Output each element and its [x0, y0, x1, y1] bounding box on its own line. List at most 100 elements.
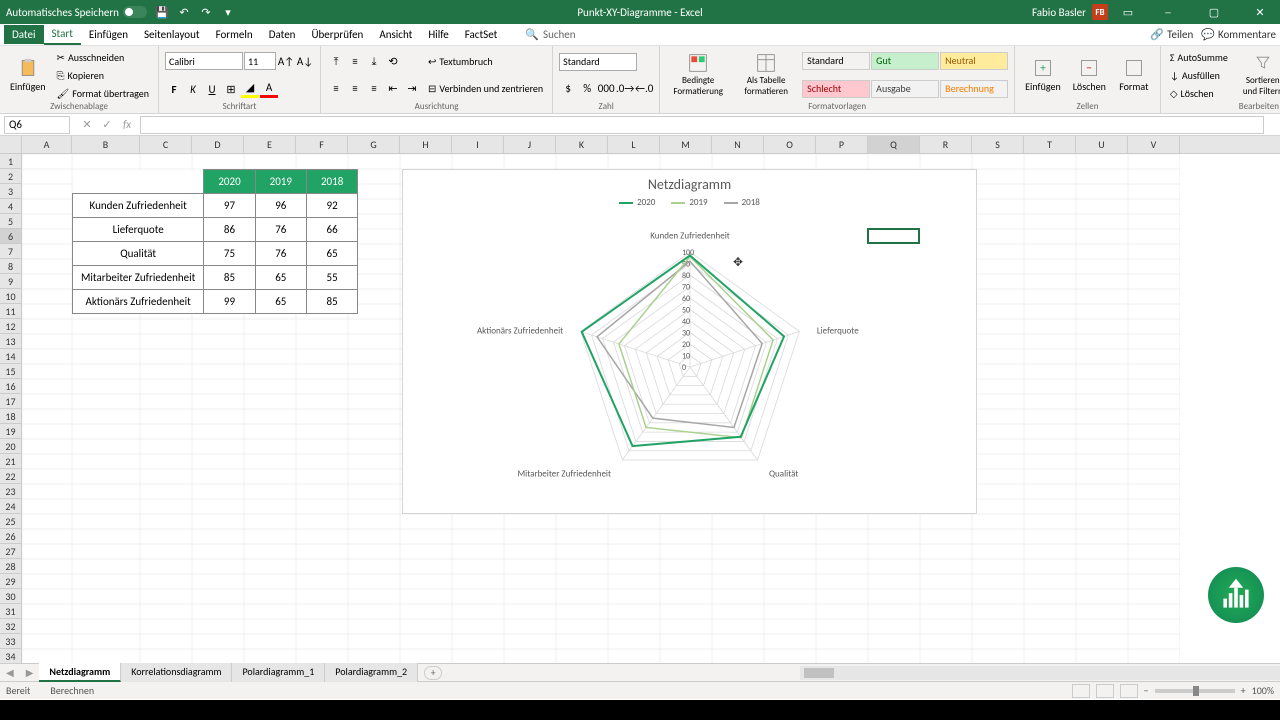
menu-uberprufen[interactable]: Überprüfen	[303, 25, 371, 44]
row-header-2[interactable]: 2	[0, 169, 21, 184]
col-header-Q[interactable]: Q	[868, 136, 920, 153]
row-header-14[interactable]: 14	[0, 349, 21, 364]
italic-button[interactable]: K	[184, 80, 202, 98]
row-header-25[interactable]: 25	[0, 514, 21, 529]
currency-button[interactable]: $	[559, 80, 577, 98]
sheet-tab[interactable]: Polardiagramm_1	[232, 663, 325, 682]
tab-nav-next[interactable]: ▶	[20, 666, 40, 679]
align-left-button[interactable]: ≡	[327, 80, 345, 98]
username[interactable]: Fabio Basler	[1032, 6, 1086, 19]
row-header-3[interactable]: 3	[0, 184, 21, 199]
align-top-button[interactable]: ⤒	[327, 53, 345, 71]
menu-start[interactable]: Start	[44, 24, 81, 45]
col-header-E[interactable]: E	[244, 136, 296, 153]
comma-button[interactable]: 000	[597, 80, 615, 98]
row-header-28[interactable]: 28	[0, 559, 21, 574]
style-gut[interactable]: Gut	[871, 52, 939, 70]
row-header-17[interactable]: 17	[0, 394, 21, 409]
row-header-26[interactable]: 26	[0, 529, 21, 544]
radar-chart[interactable]: Netzdiagramm 202020192018 01020304050607…	[402, 169, 977, 514]
menu-search[interactable]: 🔍 Suchen	[525, 28, 575, 41]
col-header-L[interactable]: L	[608, 136, 660, 153]
col-header-J[interactable]: J	[504, 136, 556, 153]
wrap-text-button[interactable]: ↩Textumbruch	[425, 54, 546, 69]
ribbon-mode-icon[interactable]: ▭	[1114, 5, 1142, 19]
col-header-F[interactable]: F	[296, 136, 348, 153]
zoom-out-button[interactable]: −	[1144, 684, 1149, 697]
menu-file[interactable]: Datei	[4, 25, 44, 44]
row-header-18[interactable]: 18	[0, 409, 21, 424]
row-header-6[interactable]: 6	[0, 229, 21, 244]
col-header-I[interactable]: I	[452, 136, 504, 153]
increase-decimal-button[interactable]: .0→	[616, 80, 634, 98]
align-middle-button[interactable]: ≡	[346, 53, 364, 71]
row-header-5[interactable]: 5	[0, 214, 21, 229]
row-header-7[interactable]: 7	[0, 244, 21, 259]
row-header-27[interactable]: 27	[0, 544, 21, 559]
fx-button[interactable]: fx	[118, 116, 136, 134]
col-header-A[interactable]: A	[22, 136, 72, 153]
row-header-34[interactable]: 34	[0, 649, 21, 663]
row-header-33[interactable]: 33	[0, 634, 21, 649]
sheet-tab[interactable]: Korrelationsdiagramm	[121, 663, 232, 682]
view-break-button[interactable]	[1120, 684, 1138, 698]
formula-bar[interactable]	[140, 116, 1264, 134]
row-header-21[interactable]: 21	[0, 454, 21, 469]
minimize-button[interactable]: ─	[1148, 0, 1188, 24]
col-header-O[interactable]: O	[764, 136, 816, 153]
row-header-12[interactable]: 12	[0, 319, 21, 334]
row-header-13[interactable]: 13	[0, 334, 21, 349]
align-bottom-button[interactable]: ⤓	[365, 53, 383, 71]
col-header-K[interactable]: K	[556, 136, 608, 153]
menu-factset[interactable]: FactSet	[457, 25, 506, 44]
style-neutral[interactable]: Neutral	[940, 52, 1008, 70]
undo-icon[interactable]: ↶	[177, 5, 191, 19]
decrease-decimal-button[interactable]: ←.0	[635, 80, 653, 98]
fill-button[interactable]: ↓Ausfüllen	[1167, 68, 1231, 83]
decrease-font-button[interactable]: A↓	[296, 52, 314, 70]
zoom-in-button[interactable]: +	[1241, 684, 1246, 697]
cancel-formula-button[interactable]: ✕	[78, 116, 96, 134]
delete-cells-button[interactable]: −Löschen	[1069, 48, 1110, 102]
orientation-button[interactable]: ⟲	[384, 53, 402, 71]
sort-filter-button[interactable]: Sortieren und Filtern	[1235, 48, 1280, 102]
qat-more-icon[interactable]: ▾	[221, 5, 235, 19]
row-header-16[interactable]: 16	[0, 379, 21, 394]
style-berechnung[interactable]: Berechnung	[940, 80, 1008, 98]
font-color-button[interactable]: A	[260, 80, 278, 98]
view-normal-button[interactable]	[1072, 684, 1090, 698]
col-header-M[interactable]: M	[660, 136, 712, 153]
row-header-9[interactable]: 9	[0, 274, 21, 289]
name-box[interactable]	[4, 116, 70, 134]
user-avatar[interactable]: FB	[1092, 4, 1108, 20]
bold-button[interactable]: F	[165, 80, 183, 98]
align-center-button[interactable]: ≡	[346, 80, 364, 98]
indent-increase-button[interactable]: ⇥	[403, 80, 421, 98]
increase-font-button[interactable]: A↑	[277, 52, 295, 70]
col-header-S[interactable]: S	[972, 136, 1024, 153]
row-header-30[interactable]: 30	[0, 589, 21, 604]
col-header-P[interactable]: P	[816, 136, 868, 153]
col-header-R[interactable]: R	[920, 136, 972, 153]
menu-hilfe[interactable]: Hilfe	[420, 25, 456, 44]
row-header-23[interactable]: 23	[0, 484, 21, 499]
comments-button[interactable]: 💬 Kommentare	[1201, 28, 1276, 41]
maximize-button[interactable]: ▢	[1194, 0, 1234, 24]
tab-nav-prev[interactable]: ◀	[0, 666, 20, 679]
col-header-V[interactable]: V	[1128, 136, 1180, 153]
zoom-slider[interactable]	[1155, 689, 1235, 693]
style-schlecht[interactable]: Schlecht	[802, 80, 870, 98]
insert-cells-button[interactable]: +Einfügen	[1021, 48, 1065, 102]
menu-formeln[interactable]: Formeln	[208, 25, 261, 44]
percent-button[interactable]: %	[578, 80, 596, 98]
floating-logo[interactable]	[1208, 567, 1264, 623]
autosave-toggle[interactable]: Automatisches Speichern	[6, 6, 147, 19]
add-sheet-button[interactable]: +	[424, 666, 442, 680]
row-header-15[interactable]: 15	[0, 364, 21, 379]
accept-formula-button[interactable]: ✓	[98, 116, 116, 134]
menu-ansicht[interactable]: Ansicht	[371, 25, 420, 44]
view-layout-button[interactable]	[1096, 684, 1114, 698]
row-header-10[interactable]: 10	[0, 289, 21, 304]
menu-seitenlayout[interactable]: Seitenlayout	[136, 25, 208, 44]
format-as-table-button[interactable]: Als Tabelle formatieren	[734, 48, 798, 102]
